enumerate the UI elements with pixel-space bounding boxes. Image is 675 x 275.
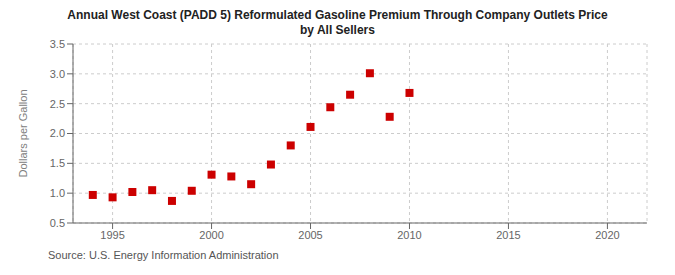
svg-text:2.0: 2.0 — [50, 127, 65, 139]
svg-text:2005: 2005 — [298, 229, 322, 241]
svg-text:1.5: 1.5 — [50, 157, 65, 169]
svg-text:2015: 2015 — [496, 229, 520, 241]
html-text:Annual West Coast (PADD 5) Ref: Annual West Coast (PADD 5) Reformulated … — [67, 8, 608, 22]
svg-text:2000: 2000 — [199, 229, 223, 241]
svg-text:Dollars per Gallon: Dollars per Gallon — [17, 89, 29, 177]
svg-text:3.5: 3.5 — [50, 38, 65, 50]
svg-text:1995: 1995 — [100, 229, 124, 241]
svg-text:2.5: 2.5 — [50, 98, 65, 110]
svg-text:0.5: 0.5 — [50, 217, 65, 229]
svg-text:1.0: 1.0 — [50, 187, 65, 199]
svg-text:2010: 2010 — [397, 229, 421, 241]
svg-text:3.0: 3.0 — [50, 68, 65, 80]
html-text:by All Sellers: by All Sellers — [300, 23, 375, 37]
html-text:Source: U.S. Energy Informatio: Source: U.S. Energy Information Administ… — [48, 249, 279, 261]
svg-text:2020: 2020 — [595, 229, 619, 241]
